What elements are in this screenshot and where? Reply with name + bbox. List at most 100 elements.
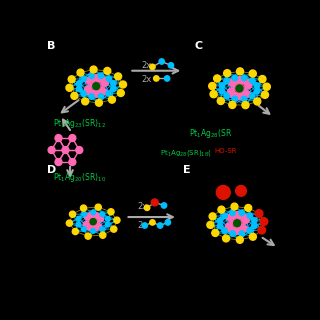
Circle shape — [236, 68, 244, 75]
Circle shape — [95, 99, 102, 106]
Circle shape — [90, 219, 96, 225]
Circle shape — [229, 91, 235, 97]
Circle shape — [250, 93, 255, 99]
Circle shape — [69, 159, 76, 165]
Circle shape — [217, 218, 223, 223]
Text: HO-SR: HO-SR — [214, 148, 236, 154]
Circle shape — [85, 86, 91, 92]
Circle shape — [100, 232, 106, 238]
Circle shape — [55, 135, 62, 141]
Circle shape — [69, 135, 76, 141]
Circle shape — [232, 75, 237, 81]
Circle shape — [217, 97, 224, 105]
Circle shape — [244, 91, 250, 97]
Circle shape — [68, 76, 75, 83]
Circle shape — [226, 214, 232, 220]
Circle shape — [255, 210, 263, 217]
Circle shape — [98, 94, 103, 99]
Circle shape — [247, 228, 252, 233]
Circle shape — [254, 98, 261, 105]
Circle shape — [217, 223, 223, 228]
Circle shape — [230, 228, 236, 234]
Circle shape — [82, 212, 87, 216]
Circle shape — [236, 236, 243, 243]
Circle shape — [239, 231, 244, 236]
Circle shape — [245, 204, 252, 212]
Circle shape — [241, 96, 247, 102]
Circle shape — [249, 70, 256, 77]
Circle shape — [108, 209, 114, 215]
Text: E: E — [183, 165, 191, 175]
Circle shape — [245, 82, 252, 89]
Circle shape — [236, 76, 243, 83]
Circle shape — [98, 75, 104, 82]
Circle shape — [157, 223, 163, 228]
Circle shape — [242, 101, 249, 108]
Circle shape — [228, 79, 235, 86]
Circle shape — [81, 91, 86, 96]
Circle shape — [93, 226, 98, 231]
Circle shape — [69, 211, 76, 217]
Circle shape — [97, 214, 102, 219]
Circle shape — [236, 85, 243, 92]
Circle shape — [232, 96, 237, 102]
Circle shape — [85, 224, 90, 229]
Circle shape — [234, 228, 240, 234]
Circle shape — [76, 222, 81, 227]
Circle shape — [161, 203, 167, 208]
Circle shape — [48, 147, 55, 154]
Circle shape — [222, 213, 227, 218]
Circle shape — [71, 92, 78, 100]
Circle shape — [102, 80, 108, 86]
Circle shape — [159, 59, 164, 64]
Circle shape — [85, 77, 92, 84]
Circle shape — [100, 227, 104, 232]
Text: B: B — [47, 41, 55, 51]
Circle shape — [234, 212, 240, 218]
Circle shape — [254, 89, 260, 94]
Circle shape — [111, 81, 116, 86]
Circle shape — [101, 77, 107, 84]
Circle shape — [88, 212, 93, 218]
Circle shape — [236, 93, 243, 100]
Circle shape — [62, 147, 69, 154]
Circle shape — [261, 91, 268, 98]
Circle shape — [242, 214, 248, 220]
Circle shape — [236, 186, 246, 196]
Circle shape — [244, 79, 251, 86]
Circle shape — [93, 75, 99, 81]
Circle shape — [254, 83, 260, 88]
Text: Pt$_1$Ag$_{20}$(SR)$_{10}$: Pt$_1$Ag$_{20}$(SR)$_{10}$ — [53, 171, 106, 184]
Circle shape — [227, 226, 233, 232]
Circle shape — [90, 66, 97, 73]
Circle shape — [104, 68, 111, 74]
Circle shape — [234, 220, 241, 227]
Circle shape — [66, 220, 73, 226]
Circle shape — [238, 228, 244, 234]
Circle shape — [114, 217, 120, 223]
Circle shape — [210, 91, 217, 98]
Circle shape — [81, 76, 86, 81]
Circle shape — [98, 216, 103, 222]
Circle shape — [219, 83, 225, 88]
Text: C: C — [195, 41, 203, 51]
Circle shape — [250, 78, 255, 84]
Circle shape — [249, 233, 256, 240]
Circle shape — [216, 186, 230, 199]
Circle shape — [214, 75, 221, 82]
Circle shape — [76, 81, 82, 86]
Circle shape — [115, 73, 122, 80]
Circle shape — [164, 76, 170, 81]
Circle shape — [241, 93, 247, 99]
Circle shape — [86, 89, 92, 95]
Circle shape — [100, 212, 105, 217]
Circle shape — [106, 217, 110, 221]
Circle shape — [106, 91, 111, 96]
Circle shape — [120, 81, 126, 88]
Circle shape — [241, 75, 247, 81]
Circle shape — [229, 212, 236, 219]
Circle shape — [239, 212, 245, 219]
Circle shape — [209, 213, 216, 220]
Circle shape — [84, 214, 90, 219]
Circle shape — [91, 210, 96, 215]
